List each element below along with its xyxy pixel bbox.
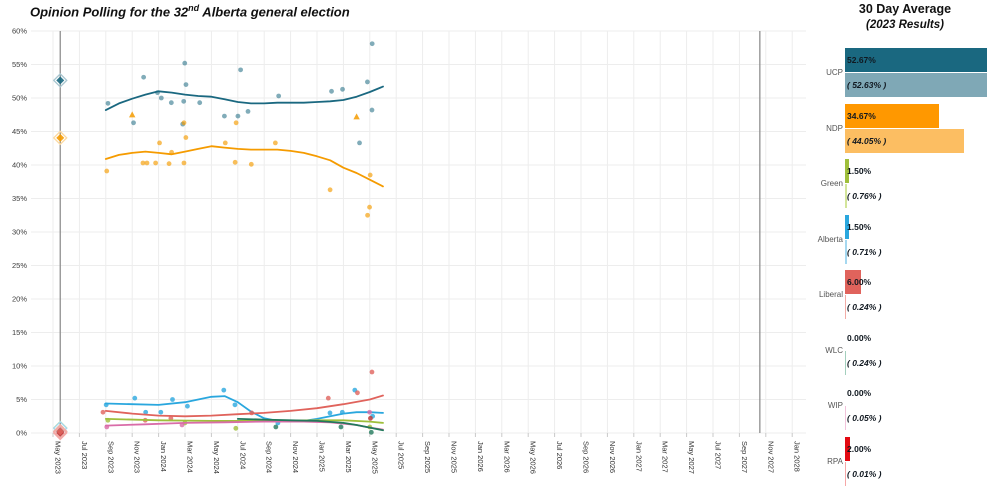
svg-text:Jan 2024: Jan 2024	[159, 441, 168, 472]
legend-subheading: (2023 Results)	[830, 19, 980, 31]
svg-text:Jan 2027: Jan 2027	[634, 441, 643, 472]
svg-text:Nov 2027: Nov 2027	[766, 441, 775, 473]
legend-row-ndp: NDP 34.67% ( 44.05% )	[810, 104, 1000, 153]
svg-text:Jul 2027: Jul 2027	[714, 441, 723, 469]
ucp-2023-result-value: ( 52.63% )	[847, 73, 886, 97]
rpa-average-value: 2.00%	[847, 437, 871, 461]
party-label-wip: WIP	[810, 381, 843, 430]
poll-chart: 0% 5% 10% 15% 20% 25% 30% 35% 40% 45% 50% 55% 60% May…	[0, 0, 812, 500]
svg-text:40%: 40%	[12, 161, 27, 170]
chart-title-superscript: nd	[188, 3, 199, 13]
legend-row-wlc: WLC 0.00% ( 0.24% )	[810, 326, 1000, 375]
green-average-value: 1.50%	[847, 159, 871, 183]
svg-text:30%: 30%	[12, 228, 27, 237]
party-label-rpa: RPA	[810, 437, 843, 486]
poll-chart-container: 0% 5% 10% 15% 20% 25% 30% 35% 40% 45% 50% 55% 60% May…	[0, 0, 812, 500]
svg-text:5%: 5%	[16, 395, 27, 404]
wlc-2023-result-bar	[845, 351, 846, 375]
svg-text:May 2027: May 2027	[687, 441, 696, 474]
svg-text:Sep 2025: Sep 2025	[423, 441, 432, 473]
ndp-2023-result-value: ( 44.05% )	[847, 129, 886, 153]
svg-text:10%: 10%	[12, 362, 27, 371]
svg-text:50%: 50%	[12, 94, 27, 103]
green-2023-result-value: ( 0.76% )	[847, 184, 882, 208]
wlc-average-value: 0.00%	[847, 326, 871, 350]
svg-text:35%: 35%	[12, 194, 27, 203]
svg-text:Jul 2026: Jul 2026	[555, 441, 564, 469]
svg-text:Jul 2023: Jul 2023	[80, 441, 89, 469]
legend-row-wip: WIP 0.00% ( 0.05% )	[810, 381, 1000, 430]
liberal-average-value: 6.00%	[847, 270, 871, 294]
svg-text:Mar 2024: Mar 2024	[186, 441, 195, 473]
svg-text:Nov 2023: Nov 2023	[133, 441, 142, 473]
svg-text:Sep 2024: Sep 2024	[265, 441, 274, 473]
legend-row-liberal: Liberal 6.00% ( 0.24% )	[810, 270, 1000, 319]
svg-text:May 2025: May 2025	[370, 441, 379, 474]
legend-row-rpa: RPA 2.00% ( 0.01% )	[810, 437, 1000, 486]
ndp-average-value: 34.67%	[847, 104, 876, 128]
svg-text:0%: 0%	[16, 429, 27, 438]
svg-text:Jul 2024: Jul 2024	[238, 441, 247, 469]
x-gridlines-and-labels: May 2023 Jul 2023 Sep 2023 Nov 2023 Jan 2024…	[53, 31, 802, 474]
svg-text:15%: 15%	[12, 328, 27, 337]
liberal-2023-result-bar	[845, 295, 846, 319]
svg-text:Jan 2025: Jan 2025	[318, 441, 327, 472]
svg-text:Sep 2023: Sep 2023	[106, 441, 115, 473]
chart-title-text: Opinion Polling for the 32	[30, 4, 188, 19]
svg-text:May 2024: May 2024	[212, 441, 221, 474]
svg-text:Mar 2025: Mar 2025	[344, 441, 353, 473]
ucp-average-value: 52.67%	[847, 48, 876, 72]
chart-title: Opinion Polling for the 32nd Alberta gen…	[30, 3, 350, 19]
svg-text:Mar 2026: Mar 2026	[502, 441, 511, 473]
svg-text:May 2023: May 2023	[54, 441, 63, 474]
svg-text:Jan 2026: Jan 2026	[476, 441, 485, 472]
svg-text:Jan 2028: Jan 2028	[793, 441, 802, 472]
wip-2023-result-value: ( 0.05% )	[847, 406, 882, 430]
party-label-green: Green	[810, 159, 843, 208]
svg-text:Jul 2025: Jul 2025	[397, 441, 406, 469]
party-label-ucp: UCP	[810, 48, 843, 97]
legend-row-green: Green 1.50% ( 0.76% )	[810, 159, 1000, 208]
wip-2023-result-bar	[845, 406, 846, 430]
thirty-day-average-panel: 30 Day Average (2023 Results) UCP 52.67% (…	[810, 0, 1000, 500]
svg-text:Sep 2027: Sep 2027	[740, 441, 749, 473]
rpa-2023-result-bar	[845, 462, 846, 486]
wip-average-value: 0.00%	[847, 381, 871, 405]
svg-text:Nov 2025: Nov 2025	[450, 441, 459, 473]
liberal-2023-result-value: ( 0.24% )	[847, 295, 882, 319]
svg-text:45%: 45%	[12, 127, 27, 136]
alberta-average-value: 1.50%	[847, 215, 871, 239]
svg-text:Nov 2024: Nov 2024	[291, 441, 300, 473]
svg-text:25%: 25%	[12, 261, 27, 270]
svg-text:Nov 2026: Nov 2026	[608, 441, 617, 473]
svg-text:May 2026: May 2026	[529, 441, 538, 474]
svg-text:Sep 2026: Sep 2026	[582, 441, 591, 473]
party-label-ndp: NDP	[810, 104, 843, 153]
party-label-wlc: WLC	[810, 326, 843, 375]
series-rpa	[368, 416, 373, 421]
rpa-2023-result-value: ( 0.01% )	[847, 462, 882, 486]
legend-row-alberta: Alberta 1.50% ( 0.71% )	[810, 215, 1000, 264]
svg-text:Mar 2027: Mar 2027	[661, 441, 670, 473]
legend-heading: 30 Day Average	[830, 2, 980, 16]
svg-text:55%: 55%	[12, 60, 27, 69]
party-label-alberta: Alberta	[810, 215, 843, 264]
alberta-2023-result-value: ( 0.71% )	[847, 240, 882, 264]
party-label-liberal: Liberal	[810, 270, 843, 319]
svg-text:20%: 20%	[12, 295, 27, 304]
legend-row-ucp: UCP 52.67% ( 52.63% )	[810, 48, 1000, 97]
series-ucp	[106, 41, 383, 145]
chart-title-suffix: Alberta general election	[199, 4, 350, 19]
wlc-2023-result-value: ( 0.24% )	[847, 351, 882, 375]
svg-text:60%: 60%	[12, 27, 27, 36]
